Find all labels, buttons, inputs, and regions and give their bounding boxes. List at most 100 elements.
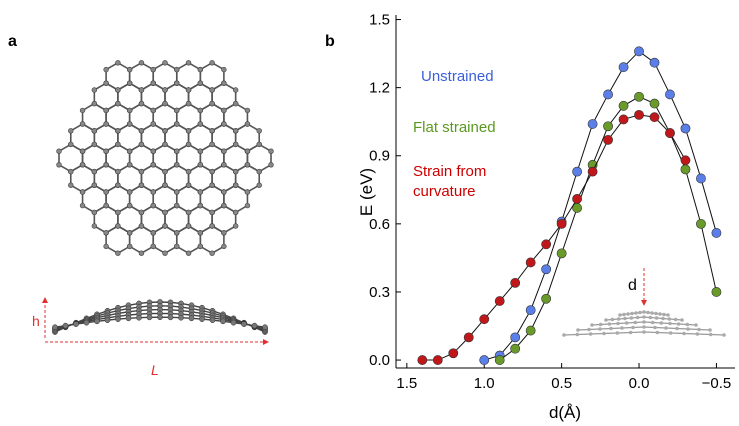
atom [244, 107, 251, 114]
atom [221, 162, 227, 168]
atom [115, 60, 121, 66]
data-point [448, 348, 459, 359]
atom [268, 148, 274, 154]
atom [125, 315, 132, 322]
atom [115, 141, 121, 148]
inset-atom [642, 320, 646, 324]
atom [94, 318, 100, 325]
atom [197, 230, 204, 236]
atom [138, 87, 145, 93]
atom [162, 168, 168, 175]
atom [150, 162, 156, 168]
atom [188, 315, 195, 322]
inset-atom [562, 333, 566, 337]
atom [126, 121, 133, 127]
atom [209, 223, 215, 229]
atom [232, 87, 239, 93]
x-tick-label: 0.0 [629, 375, 650, 392]
inset-atom [664, 326, 668, 330]
data-point [680, 164, 691, 175]
atom [244, 202, 251, 209]
atom [146, 314, 153, 321]
inset-atom [616, 321, 620, 326]
data-point [541, 264, 552, 275]
data-point [665, 89, 675, 100]
inset-atom [575, 332, 580, 337]
inset-atom [666, 313, 670, 317]
atom [256, 141, 262, 148]
atom [174, 66, 180, 73]
atom [79, 121, 86, 127]
atom [185, 141, 192, 148]
atom [126, 107, 133, 114]
y-tick-label: 1.2 [369, 80, 390, 97]
atom [150, 66, 156, 73]
inset-atom [588, 332, 593, 336]
data-point [711, 287, 722, 297]
atom [79, 202, 86, 209]
inset-atom [654, 316, 659, 320]
atom [220, 318, 226, 325]
atom [138, 182, 145, 188]
inset-atom [620, 326, 624, 330]
inset-atom [646, 310, 650, 315]
data-point [494, 296, 505, 306]
atom [221, 230, 227, 236]
inset-atom [598, 322, 603, 327]
data-point [634, 109, 644, 120]
inset-atom [722, 333, 726, 337]
atom [174, 230, 180, 236]
atom [221, 202, 227, 209]
atom [209, 87, 215, 93]
data-point [618, 100, 629, 111]
data-point [587, 166, 598, 177]
atom [126, 189, 133, 195]
inset-atom [624, 321, 629, 325]
atom [162, 141, 168, 148]
atom [91, 209, 98, 216]
series-line [422, 114, 686, 361]
data-point [603, 121, 613, 132]
data-point [572, 166, 583, 177]
data-point [587, 119, 598, 129]
inset-atom [667, 317, 672, 321]
data-point [479, 314, 490, 325]
data-point [541, 239, 552, 250]
atom [150, 107, 156, 114]
atom [209, 141, 215, 148]
atom [162, 250, 168, 256]
x-tick-label: 0.5 [551, 375, 572, 392]
legend-entry: Unstrained [421, 68, 494, 85]
atom [79, 107, 86, 114]
atom [83, 319, 90, 326]
data-point [556, 248, 567, 259]
atom [174, 121, 180, 127]
atom [167, 314, 174, 321]
atom [138, 141, 145, 148]
data-point [479, 355, 490, 365]
inset-atom [642, 315, 646, 319]
atom [103, 121, 109, 127]
y-tick-label: 0.0 [369, 352, 390, 369]
inset-atom [708, 332, 713, 337]
atom [115, 223, 121, 229]
atom [197, 80, 204, 86]
atom [115, 87, 121, 93]
atom [150, 230, 156, 236]
atom [241, 321, 247, 327]
series-line [484, 50, 717, 361]
atom [136, 314, 142, 321]
inset-atom [622, 312, 626, 317]
inset-atom [675, 326, 679, 331]
atom [79, 189, 86, 195]
inset-atom [630, 311, 634, 316]
atom [150, 148, 156, 154]
atom [91, 141, 98, 148]
data-point [634, 91, 644, 102]
inset-atom [604, 318, 608, 322]
hexagon [246, 143, 272, 173]
atom [91, 168, 98, 175]
atom [104, 317, 111, 323]
atom [138, 100, 145, 107]
atom [103, 189, 109, 195]
